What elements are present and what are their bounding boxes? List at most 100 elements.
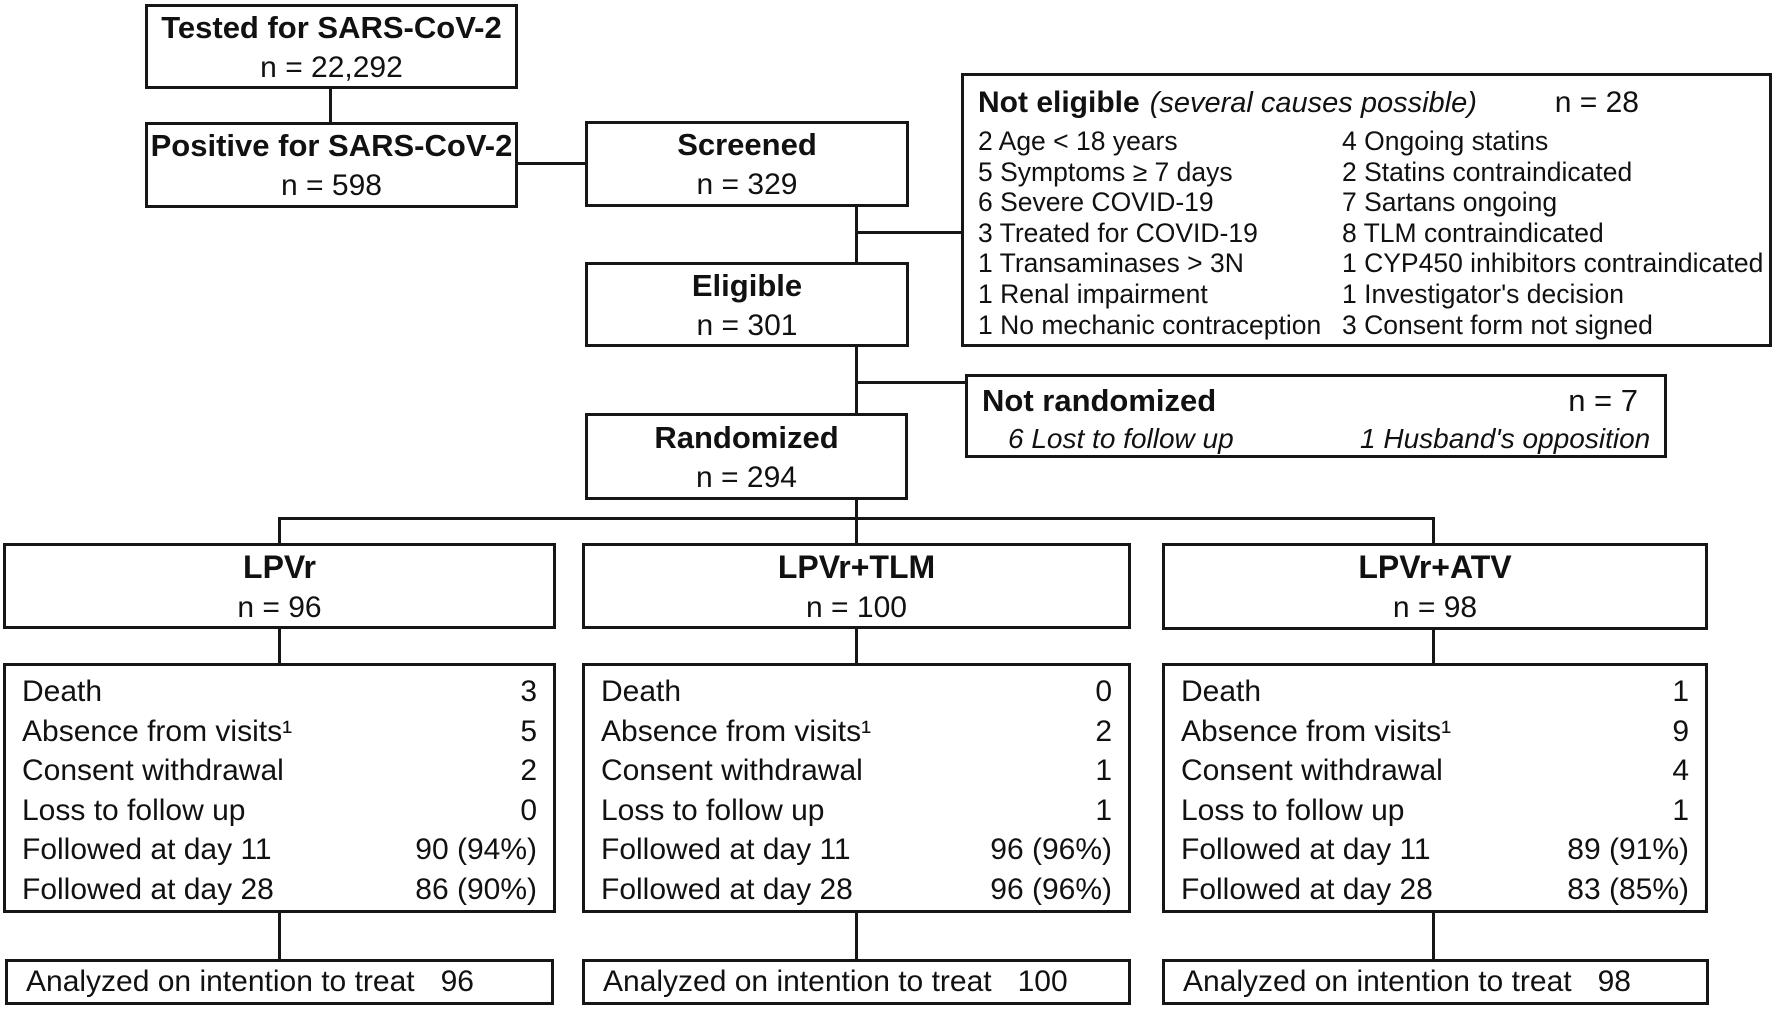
outcome-label: Followed at day 28 xyxy=(601,872,853,906)
outcome-value: 1 xyxy=(1095,793,1112,827)
outcome-row: Followed at day 11 89 (91%) xyxy=(1165,830,1705,870)
outcome-label: Loss to follow up xyxy=(601,793,825,827)
outcome-row: Followed at day 11 90 (94%) xyxy=(6,830,553,870)
outcome-row: Followed at day 11 96 (96%) xyxy=(585,830,1128,870)
outcome-row: Consent withdrawal 1 xyxy=(585,751,1128,791)
box-arm-lpvr-tlm-analyzed: Analyzed on intention to treat 100 xyxy=(582,959,1131,1005)
box-title: Screened xyxy=(677,127,817,162)
outcome-row: Absence from visits¹ 2 xyxy=(585,712,1128,752)
box-tested: Tested for SARS-CoV-2 n = 22,292 xyxy=(145,4,518,89)
outcome-row: Followed at day 28 86 (90%) xyxy=(6,870,553,910)
reason-item: 4 Ongoing statins xyxy=(1342,126,1549,156)
reason-item: 1 Renal impairment xyxy=(978,278,1208,309)
outcome-value: 5 xyxy=(520,714,537,748)
outcome-value: 96 (96%) xyxy=(990,872,1112,906)
outcome-value: 0 xyxy=(1095,675,1112,708)
outcome-label: Followed at day 11 xyxy=(601,833,851,866)
box-title: Eligible xyxy=(691,267,803,303)
outcome-label: Consent withdrawal xyxy=(1181,754,1443,787)
outcome-label: Consent withdrawal xyxy=(601,754,863,787)
box-title: Not randomized xyxy=(982,383,1217,418)
analyzed-label: Analyzed on intention to treat xyxy=(1183,965,1572,998)
outcome-value: 96 (96%) xyxy=(990,833,1112,866)
connector-tested-positive xyxy=(329,88,332,122)
connector-drop-arm3 xyxy=(1432,517,1435,544)
connector-arm1-outcomes xyxy=(278,628,281,664)
box-arm-lpvr-atv-outcomes: Death 1 Absence from visits¹ 9 Consent wit… xyxy=(1162,663,1708,913)
not-eligible-reason-columns: 2 Age < 18 years 5 Symptoms ≥ 7 days 6 S… xyxy=(978,126,1769,340)
reason-item: 2 Age < 18 years xyxy=(978,126,1178,156)
reason-item: 1 Transaminases > 3N xyxy=(978,248,1244,279)
outcome-row: Absence from visits¹ 5 xyxy=(6,712,553,752)
box-subtitle: (several causes possible) xyxy=(1149,87,1477,119)
not-eligible-header: Not eligible (several causes possible) n… xyxy=(978,80,1769,126)
outcome-value: 83 (85%) xyxy=(1567,872,1689,906)
outcome-value: 2 xyxy=(520,754,537,787)
box-n-value: n = 329 xyxy=(696,168,798,201)
box-n-value: n = 598 xyxy=(281,169,382,202)
outcome-row: Followed at day 28 83 (85%) xyxy=(1165,870,1705,910)
reason-column-right: 4 Ongoing statins 2 Statins contraindica… xyxy=(1342,126,1763,340)
box-arm-lpvr: LPVr n = 96 xyxy=(3,543,556,629)
outcome-row: Death 3 xyxy=(6,672,553,712)
not-randomized-header: Not randomized n = 7 xyxy=(968,379,1664,423)
outcome-value: 3 xyxy=(520,675,537,708)
reason-item: 7 Sartans ongoing xyxy=(1342,187,1558,218)
reason-item: 6 Severe COVID-19 xyxy=(978,187,1214,218)
outcome-row: Loss to follow up 1 xyxy=(585,791,1128,831)
arm-title: LPVr+ATV xyxy=(1358,549,1512,585)
box-not-randomized: Not randomized n = 7 6 Lost to follow up… xyxy=(965,374,1667,458)
analyzed-value: 100 xyxy=(1017,965,1068,998)
outcome-value: 90 (94%) xyxy=(415,833,537,866)
outcome-value: 89 (91%) xyxy=(1567,833,1689,866)
outcome-value: 1 xyxy=(1095,754,1112,787)
connector-branch-not-randomized xyxy=(855,381,965,384)
outcome-value: 4 xyxy=(1672,754,1689,787)
outcome-row: Consent withdrawal 2 xyxy=(6,751,553,791)
outcome-label: Death xyxy=(1181,675,1262,708)
outcome-row: Followed at day 28 96 (96%) xyxy=(585,870,1128,910)
outcome-row: Death 0 xyxy=(585,672,1128,712)
outcome-row: Absence from visits¹ 9 xyxy=(1165,712,1705,752)
outcome-value: 1 xyxy=(1672,793,1689,827)
connector-arm2-outcomes xyxy=(855,628,858,664)
reason-item: 6 Lost to follow up xyxy=(1008,423,1234,454)
reason-item: 3 Consent form not signed xyxy=(1342,309,1653,340)
outcome-row: Loss to follow up 1 xyxy=(1165,791,1705,831)
connector-randomized-split xyxy=(855,499,858,520)
outcome-label: Followed at day 11 xyxy=(1181,833,1431,866)
box-arm-lpvr-outcomes: Death 3 Absence from visits¹ 5 Consent wit… xyxy=(3,663,556,913)
outcome-row: Loss to follow up 0 xyxy=(6,791,553,831)
connector-arm3-analyzed xyxy=(1432,912,1435,960)
box-n-value: n = 7 xyxy=(1568,383,1638,418)
box-arm-lpvr-atv: LPVr+ATV n = 98 xyxy=(1162,543,1708,630)
reason-item: 1 Investigator's decision xyxy=(1342,278,1624,309)
box-randomized: Randomized n = 294 xyxy=(585,413,908,500)
reason-item: 1 Husband's opposition xyxy=(1360,423,1651,454)
reason-item: 5 Symptoms ≥ 7 days xyxy=(978,156,1233,187)
box-screened: Screened n = 329 xyxy=(585,121,909,207)
analyzed-label: Analyzed on intention to treat xyxy=(26,965,415,998)
box-n-value: n = 301 xyxy=(696,308,798,342)
box-arm-lpvr-tlm: LPVr+TLM n = 100 xyxy=(582,543,1131,629)
analyzed-value: 98 xyxy=(1597,965,1631,998)
outcome-label: Followed at day 11 xyxy=(22,833,272,866)
outcome-label: Consent withdrawal xyxy=(22,754,284,787)
reason-item: 3 Treated for COVID-19 xyxy=(978,217,1258,248)
box-n-value: n = 96 xyxy=(237,590,322,624)
outcome-label: Death xyxy=(22,675,103,708)
box-title: Randomized xyxy=(654,419,839,455)
connector-arm1-analyzed xyxy=(278,912,281,960)
connector-arm3-outcomes xyxy=(1432,629,1435,664)
reason-item: 1 CYP450 inhibitors contraindicated xyxy=(1342,248,1764,279)
box-positive: Positive for SARS-CoV-2 n = 598 xyxy=(145,122,518,208)
box-title: Tested for SARS-CoV-2 xyxy=(161,9,502,45)
connector-branch-not-eligible xyxy=(855,231,961,234)
box-eligible: Eligible n = 301 xyxy=(585,262,909,347)
box-n-value: n = 98 xyxy=(1392,591,1478,624)
reason-item: 1 No mechanic contraception xyxy=(978,309,1322,340)
arm-title: LPVr xyxy=(243,548,316,585)
outcome-label: Loss to follow up xyxy=(1181,793,1405,827)
outcome-row: Death 1 xyxy=(1165,672,1705,712)
